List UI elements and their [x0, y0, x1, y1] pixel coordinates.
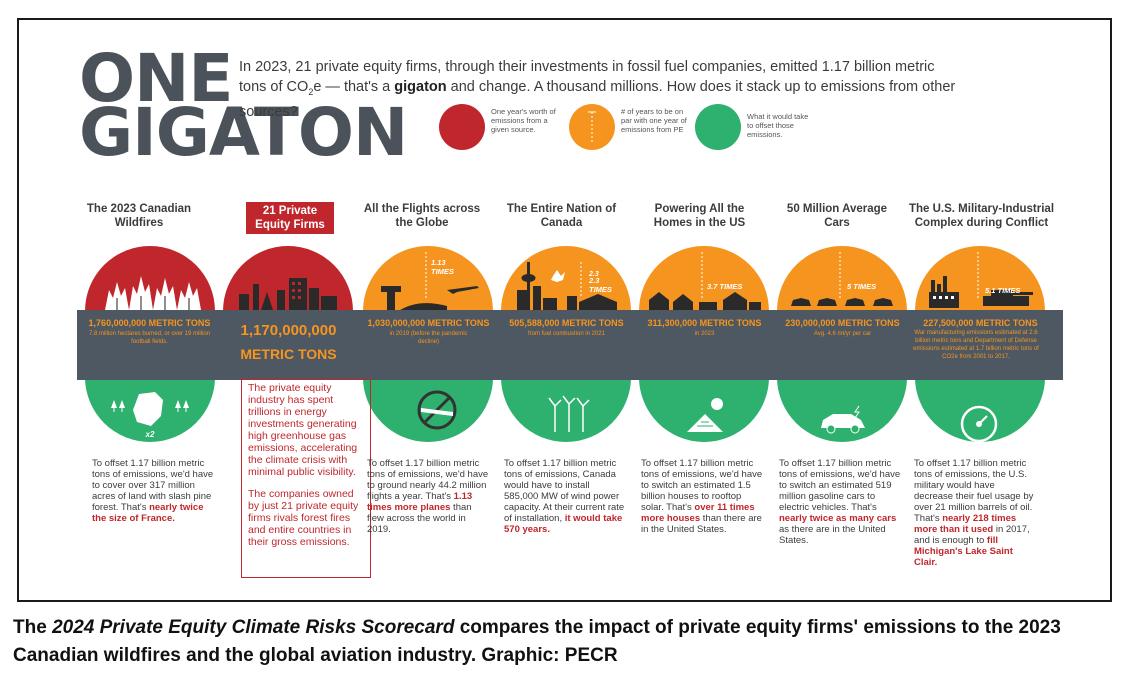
circle-bottom-canada: [501, 380, 631, 442]
col-head-private-equity: 21 Private Equity Firms: [246, 202, 334, 234]
pe-paragraph-1: The private equity industry has spent tr…: [248, 382, 358, 478]
stat-private-equity-unit: METRIC TONS: [240, 346, 337, 362]
note-wildfires: 7.8 million hectares burned, or over 19 …: [88, 331, 211, 345]
no-plane-icon: [417, 390, 457, 430]
factory-icon: [239, 278, 337, 310]
green-label-cars: x 519 million: [817, 444, 867, 453]
offset-text-flights: To offset 1.17 billion metric tons of em…: [367, 458, 489, 535]
title-line-one: ONE: [79, 40, 233, 117]
airport-icon: [381, 286, 479, 312]
offset-text-homes: To offset 1.17 billion metric tons of em…: [641, 458, 763, 535]
times-flights: 1.13 TIMES: [431, 258, 454, 276]
stat-private-equity: 1,170,000,000: [240, 322, 337, 339]
note-military: War manufacturing emissions estimated at…: [913, 330, 1039, 360]
svg-text:2.3: 2.3: [588, 271, 599, 278]
times-canada: 2.3 TIMES: [589, 276, 612, 294]
offset-text-wildfires: To offset 1.17 billion metric tons of em…: [92, 458, 214, 524]
stat-wildfires: 1,760,000,000 METRIC TONS: [88, 318, 211, 328]
green-label-homes: x 1.5 billion: [682, 444, 726, 453]
times-homes: 3.7 TIMES: [707, 282, 743, 291]
title-line-two: GIGATON: [79, 94, 408, 171]
col-head-flights: All the Flights across the Globe: [363, 203, 481, 229]
canada-skyline-icon: 2.3: [517, 262, 617, 312]
col-head-homes: Powering All the Homes in the US: [653, 203, 746, 229]
legend-orange-text: # of years to be on par with one year of…: [621, 107, 687, 134]
green-label-military: x 21 million: [958, 448, 1002, 457]
times-marker-icon: [839, 252, 841, 298]
note-homes: in 2023: [694, 331, 715, 337]
times-marker-icon: [425, 252, 427, 298]
legend-red-text: One year's worth of emissions from a giv…: [491, 107, 556, 134]
stat-cars: 230,000,000 METRIC TONS: [785, 318, 900, 328]
offset-text-canada: To offset 1.17 billion metric tons of em…: [504, 458, 625, 535]
col-head-cars: 50 Million Average Cars: [786, 203, 888, 229]
circle-bottom-cars: [777, 380, 907, 442]
col-head-wildfires: The 2023 Canadian Wildfires: [86, 203, 192, 229]
france-trees-icon: [111, 392, 189, 426]
offset-text-military: To offset 1.17 billion metric tons of em…: [914, 458, 1034, 568]
figure-caption: The 2024 Private Equity Climate Risks Sc…: [13, 617, 1061, 666]
legend-green-text: What it would take to offset those emiss…: [747, 112, 809, 139]
pe-paragraph-2: The companies owned by just 21 private e…: [248, 488, 359, 548]
fuel-gauge-icon: [960, 405, 998, 443]
legend-green-dot: [695, 104, 741, 150]
private-equity-text-box: The private equity industry has spent tr…: [241, 378, 371, 578]
stat-canada: 505,588,000 METRIC TONS: [509, 318, 624, 328]
green-label-flights: x 44.2 million: [402, 444, 454, 453]
legend-orange-marker-icon: [588, 111, 596, 142]
fire-icon: [105, 276, 201, 310]
green-label-wildfires: x2: [145, 430, 155, 439]
circle-top-flights: [363, 246, 493, 312]
circle-bottom-military: [915, 380, 1045, 442]
stats-band: [77, 310, 1063, 380]
offset-text-cars: To offset 1.17 billion metric tons of em…: [779, 458, 901, 546]
solar-roof-icon: [687, 398, 723, 432]
cars-icon: [791, 298, 893, 306]
electric-car-icon: [821, 405, 865, 434]
times-cars: 5 TIMES: [847, 282, 877, 291]
stat-homes: 311,300,000 METRIC TONS: [647, 318, 762, 328]
note-canada: from fuel combustion in 2021: [527, 331, 606, 337]
col-head-canada: The Entire Nation of Canada: [506, 203, 617, 229]
times-military: 5.1 TIMES: [985, 286, 1021, 295]
stat-flights: 1,030,000,000 METRIC TONS: [367, 318, 490, 328]
military-icon: [929, 276, 1033, 308]
infographic-frame: ONE GIGATON In 2023, 21 private equity f…: [17, 18, 1112, 602]
note-flights: in 2019 (before the pandemic decline): [389, 331, 468, 345]
intro-text: In 2023, 21 private equity firms, throug…: [239, 59, 956, 120]
times-marker-icon: [701, 252, 703, 298]
times-marker-icon: [977, 252, 979, 298]
legend-red-dot: [439, 104, 485, 150]
houses-icon: [649, 292, 761, 312]
green-label-canada: x 570 years: [544, 444, 588, 453]
col-head-military: The U.S. Military-Industrial Complex dur…: [908, 203, 1055, 229]
note-cars: Avg. 4.6 mt/yr per car: [813, 331, 872, 337]
wind-turbine-icon: [548, 395, 590, 432]
stat-military: 227,500,000 METRIC TONS: [923, 318, 1038, 328]
